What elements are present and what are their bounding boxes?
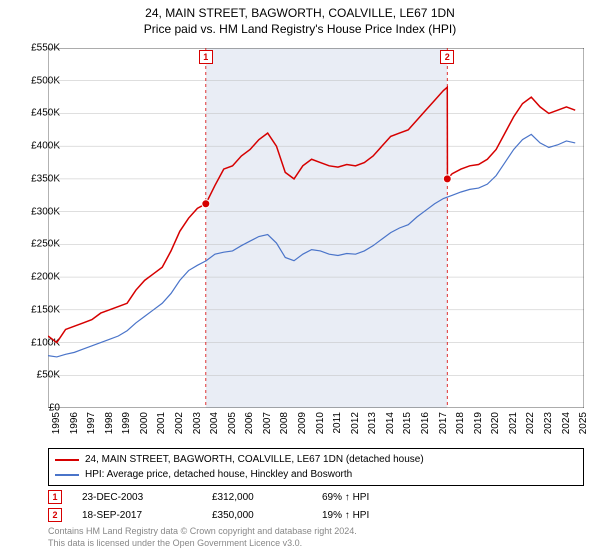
title-subtitle: Price paid vs. HM Land Registry's House … <box>0 22 600 36</box>
sale-marker-delta-2: 19% ↑ HPI <box>322 510 369 521</box>
x-tick-label: 2016 <box>420 412 431 434</box>
x-tick-label: 1996 <box>69 412 80 434</box>
sale-marker-price-1: £312,000 <box>212 492 302 503</box>
x-tick-label: 2003 <box>192 412 203 434</box>
chart-plot-area <box>48 48 584 408</box>
sale-marker-row-2: 2 18-SEP-2017 £350,000 19% ↑ HPI <box>48 508 584 522</box>
x-tick-label: 2010 <box>315 412 326 434</box>
sale-marker-price-2: £350,000 <box>212 510 302 521</box>
legend-label-hpi: HPI: Average price, detached house, Hinc… <box>85 467 352 482</box>
x-tick-label: 1998 <box>104 412 115 434</box>
sale-marker-badge-2: 2 <box>48 508 62 522</box>
sale-marker-date-2: 18-SEP-2017 <box>82 510 192 521</box>
sale-marker-badge-1: 1 <box>48 490 62 504</box>
x-tick-label: 2008 <box>279 412 290 434</box>
chart-svg <box>48 48 584 408</box>
footer-attribution: Contains HM Land Registry data © Crown c… <box>48 526 584 549</box>
x-tick-label: 2011 <box>332 412 343 434</box>
x-tick-label: 2025 <box>578 412 589 434</box>
x-tick-label: 1997 <box>86 412 97 434</box>
chart-marker-tag: 2 <box>440 50 454 64</box>
x-tick-label: 2015 <box>402 412 413 434</box>
x-tick-label: 1999 <box>121 412 132 434</box>
x-tick-label: 2022 <box>525 412 536 434</box>
legend-box: 24, MAIN STREET, BAGWORTH, COALVILLE, LE… <box>48 448 584 486</box>
x-tick-label: 2009 <box>297 412 308 434</box>
x-tick-label: 2021 <box>508 412 519 434</box>
x-tick-label: 2018 <box>455 412 466 434</box>
x-tick-label: 2006 <box>244 412 255 434</box>
legend-swatch-property <box>55 459 79 461</box>
x-tick-label: 2002 <box>174 412 185 434</box>
x-tick-label: 2017 <box>438 412 449 434</box>
legend-row-property: 24, MAIN STREET, BAGWORTH, COALVILLE, LE… <box>55 452 577 467</box>
x-tick-label: 2013 <box>367 412 378 434</box>
x-tick-label: 2024 <box>561 412 572 434</box>
chart-marker-tag: 1 <box>199 50 213 64</box>
legend-row-hpi: HPI: Average price, detached house, Hinc… <box>55 467 577 482</box>
x-tick-label: 2000 <box>139 412 150 434</box>
title-block: 24, MAIN STREET, BAGWORTH, COALVILLE, LE… <box>0 0 600 36</box>
x-tick-label: 2004 <box>209 412 220 434</box>
sale-marker-delta-1: 69% ↑ HPI <box>322 492 369 503</box>
x-tick-label: 2007 <box>262 412 273 434</box>
sale-marker-date-1: 23-DEC-2003 <box>82 492 192 503</box>
legend-label-property: 24, MAIN STREET, BAGWORTH, COALVILLE, LE… <box>85 452 424 467</box>
x-tick-label: 2014 <box>385 412 396 434</box>
sale-markers-table: 1 23-DEC-2003 £312,000 69% ↑ HPI 2 18-SE… <box>48 486 584 522</box>
x-tick-label: 2023 <box>543 412 554 434</box>
title-address: 24, MAIN STREET, BAGWORTH, COALVILLE, LE… <box>0 6 600 20</box>
footer-line-2: This data is licensed under the Open Gov… <box>48 538 584 550</box>
x-tick-label: 1995 <box>51 412 62 434</box>
footer-line-1: Contains HM Land Registry data © Crown c… <box>48 526 584 538</box>
x-tick-label: 2005 <box>227 412 238 434</box>
x-tick-label: 2012 <box>350 412 361 434</box>
x-tick-label: 2020 <box>490 412 501 434</box>
legend-swatch-hpi <box>55 474 79 476</box>
x-tick-label: 2001 <box>156 412 167 434</box>
x-tick-label: 2019 <box>473 412 484 434</box>
chart-container: 24, MAIN STREET, BAGWORTH, COALVILLE, LE… <box>0 0 600 560</box>
sale-marker-row-1: 1 23-DEC-2003 £312,000 69% ↑ HPI <box>48 490 584 504</box>
